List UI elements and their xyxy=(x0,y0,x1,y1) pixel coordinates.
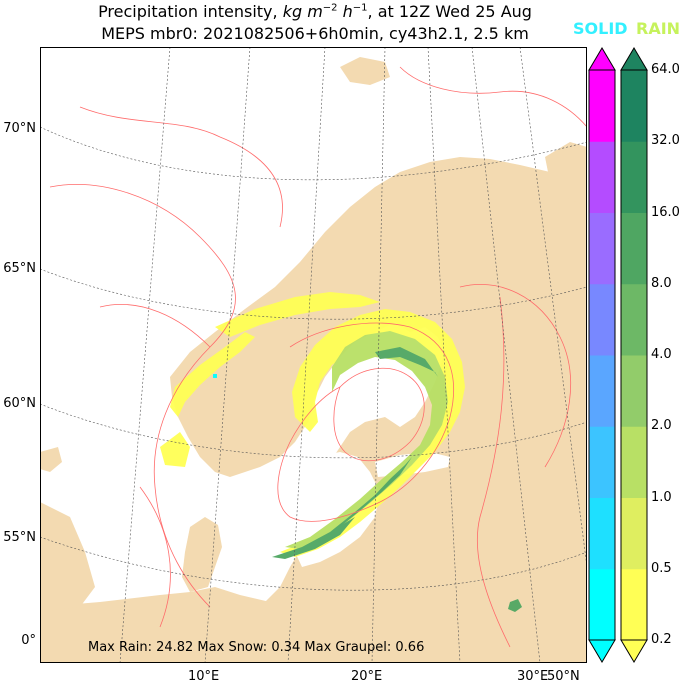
legend-solid-label: SOLID xyxy=(573,19,628,38)
precip-norway-coast xyxy=(170,332,255,417)
rain-bar-segment-0 xyxy=(621,568,647,641)
solid-bar-segment-5 xyxy=(589,212,615,285)
lon-label-50N: 50°N xyxy=(547,669,580,684)
rain-bar-extend-low xyxy=(620,639,648,663)
meridian-15E xyxy=(287,47,326,663)
parallel-70N xyxy=(40,126,587,181)
plot-title-line2: MEPS mbr0: 2021082506+6h0min, cy43h2.1, … xyxy=(101,24,529,43)
rain-bar-segment-7 xyxy=(621,70,647,142)
scandinavia-land xyxy=(40,157,587,663)
legend-rain-label: RAIN xyxy=(636,19,681,38)
solid-bar-segment-4 xyxy=(589,283,615,356)
colorbar-tick-label: 32.0 xyxy=(651,133,680,149)
svalbard-land xyxy=(340,57,390,85)
pressure-contours xyxy=(49,66,587,648)
colorbar-tick-label: 2.0 xyxy=(651,418,672,434)
parallel-65N xyxy=(40,268,587,320)
lat-label-55N: 55°N xyxy=(3,530,36,545)
precip-russia-cell xyxy=(508,599,522,612)
colorbar-tick-label: 4.0 xyxy=(651,347,672,362)
solid-bar-segment-1 xyxy=(589,497,615,570)
colorbar-tick-label: 1.0 xyxy=(651,489,672,505)
meridian-30E xyxy=(471,47,541,663)
precip-cyan-cell xyxy=(213,374,217,378)
precip-norway-light xyxy=(160,432,190,467)
lat-label-60N: 60°N xyxy=(3,396,36,411)
max-stats-text: Max Rain: 24.82 Max Snow: 0.34 Max Graup… xyxy=(88,640,425,655)
solid-bar-segment-6 xyxy=(589,141,615,213)
denmark-land xyxy=(182,517,222,592)
lon-label-10E: 10°E xyxy=(188,669,220,684)
colorbar-tick-label: 0.2 xyxy=(651,632,672,647)
rain-bar-segment-6 xyxy=(621,141,647,213)
meridian-10E xyxy=(204,47,251,663)
precip-swirl-mid xyxy=(285,331,448,549)
lat-label-70N: 70°N xyxy=(3,121,36,136)
precipitation-layer xyxy=(160,292,522,612)
graticule xyxy=(40,47,587,663)
colorbar-tick-label: 8.0 xyxy=(651,275,672,291)
lat-label-65N: 65°N xyxy=(3,261,36,276)
precip-band-heavy xyxy=(375,347,438,377)
meridian-25E xyxy=(427,47,461,663)
rain-bar-segment-2 xyxy=(621,426,647,498)
lon-label-20E: 20°E xyxy=(351,669,383,684)
colorbar-tick-label: 16.0 xyxy=(651,204,680,220)
precip-northern-band xyxy=(215,292,380,337)
colorbar-rain xyxy=(620,47,648,663)
colorbar-tick-label: 0.5 xyxy=(651,560,672,576)
meridian-5E xyxy=(119,47,171,663)
solid-bar-segment-0 xyxy=(589,568,615,641)
lat-label-0: 0° xyxy=(21,633,36,648)
rain-bar-segment-3 xyxy=(621,355,647,427)
solid-bar-segment-7 xyxy=(589,70,615,142)
rain-bar-extend-high xyxy=(620,47,648,71)
colorbar-solid xyxy=(588,47,616,663)
solid-bar-segment-3 xyxy=(589,355,615,427)
rain-bar-segment-5 xyxy=(621,212,647,285)
europe-land xyxy=(40,417,587,663)
solid-bar-extend-high xyxy=(588,47,616,71)
precipitation-map xyxy=(40,47,587,663)
parallel-55N xyxy=(40,536,587,591)
colorbar-tick-label: 64.0 xyxy=(651,62,680,77)
plot-title-line1: Precipitation intensity, kg m−2 h−1, at … xyxy=(98,2,532,21)
precip-south-streak xyxy=(272,517,355,559)
solid-bar-extend-low xyxy=(588,639,616,663)
lon-label-30E: 30°E xyxy=(517,669,549,684)
british-isles-land xyxy=(40,502,95,612)
novaya-zemlya-land xyxy=(545,142,587,207)
solid-bar-segment-2 xyxy=(589,426,615,498)
rain-bar-segment-4 xyxy=(621,283,647,356)
solid-bar-frame xyxy=(588,69,616,641)
rain-bar-frame xyxy=(620,69,648,641)
meridian-35E xyxy=(519,47,587,568)
faroe-land xyxy=(40,447,62,472)
precip-swirl-light xyxy=(280,309,465,557)
rain-bar-segment-1 xyxy=(621,497,647,570)
parallel-60N xyxy=(40,403,587,459)
meridian-20E xyxy=(371,47,386,663)
